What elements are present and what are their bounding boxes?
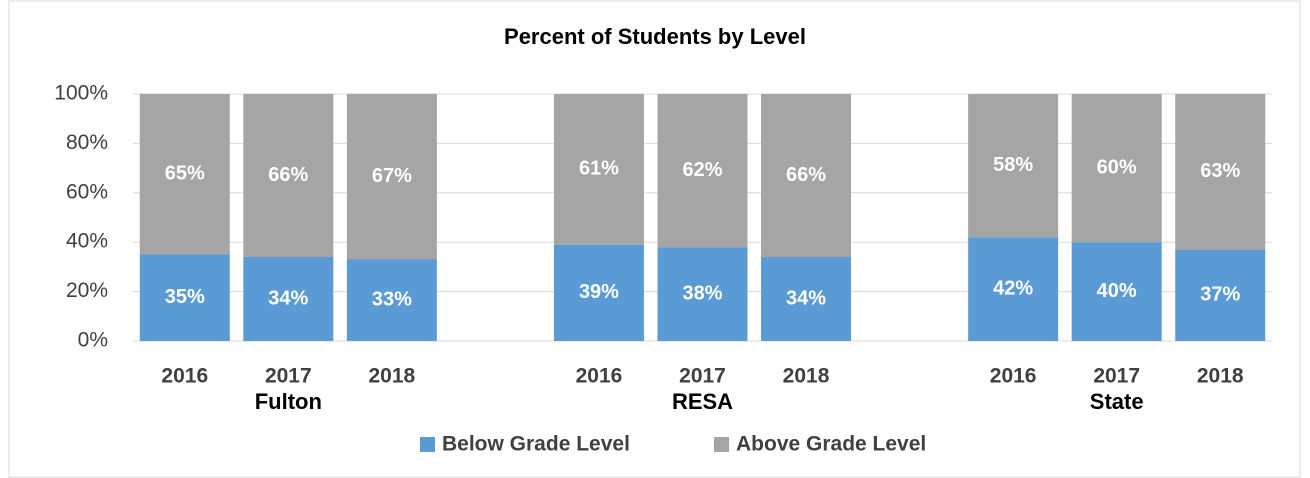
data-label: 66%	[786, 164, 826, 186]
data-label: 65%	[165, 163, 205, 185]
bar-segment	[657, 94, 748, 248]
bar-segment	[657, 247, 748, 341]
y-tick-label: 0%	[78, 329, 108, 352]
x-tick-label: 2017	[1093, 365, 1140, 388]
data-label: 33%	[372, 289, 412, 311]
x-tick-label: 2017	[679, 365, 726, 388]
bar-segment	[968, 94, 1059, 238]
y-tick-label: 20%	[66, 279, 108, 302]
bar-segment	[139, 94, 230, 255]
bar-segment	[346, 94, 437, 260]
data-label: 62%	[682, 159, 722, 181]
bar-segment	[1175, 249, 1266, 341]
data-label: 66%	[268, 164, 308, 186]
legend-swatch	[714, 437, 729, 452]
y-tick-label: 40%	[66, 230, 108, 253]
legend-label: Above Grade Level	[736, 433, 926, 456]
bar-segment	[761, 94, 852, 258]
group-label: Fulton	[255, 389, 322, 414]
legend-label: Below Grade Level	[442, 433, 630, 456]
data-label: 34%	[786, 287, 826, 309]
bar-segment	[243, 94, 334, 258]
x-tick-label: 2018	[783, 365, 830, 388]
y-tick-label: 80%	[66, 131, 108, 154]
legend-swatch	[420, 437, 435, 452]
data-label: 60%	[1097, 156, 1137, 178]
x-tick-label: 2017	[265, 365, 312, 388]
data-label: 40%	[1097, 280, 1137, 302]
group-label: RESA	[672, 389, 733, 414]
data-label: 42%	[993, 277, 1033, 299]
bar-segment	[761, 257, 852, 341]
bar-segment	[553, 94, 644, 245]
x-tick-label: 2018	[369, 365, 416, 388]
data-label: 58%	[993, 154, 1033, 176]
data-label: 63%	[1200, 160, 1240, 182]
x-tick-label: 2018	[1197, 365, 1244, 388]
y-tick-label: 100%	[54, 82, 108, 105]
group-label: State	[1090, 389, 1144, 414]
x-tick-label: 2016	[161, 365, 208, 388]
bar-segment	[968, 237, 1059, 341]
data-label: 34%	[268, 287, 308, 309]
data-label: 35%	[165, 286, 205, 308]
bar-segment	[1071, 242, 1162, 341]
x-tick-label: 2016	[576, 365, 623, 388]
chart-title: Percent of Students by Level	[504, 24, 806, 49]
data-label: 67%	[372, 165, 412, 187]
data-label: 38%	[682, 282, 722, 304]
data-label: 39%	[579, 281, 619, 303]
bar-segment	[1071, 94, 1162, 243]
bar-segment	[553, 244, 644, 341]
bar-segment	[243, 257, 334, 341]
bar-segment	[346, 259, 437, 341]
data-label: 61%	[579, 158, 619, 180]
data-label: 37%	[1200, 284, 1240, 306]
y-tick-label: 60%	[66, 180, 108, 203]
bar-segment	[1175, 94, 1266, 250]
x-tick-label: 2016	[990, 365, 1037, 388]
bar-segment	[139, 254, 230, 341]
